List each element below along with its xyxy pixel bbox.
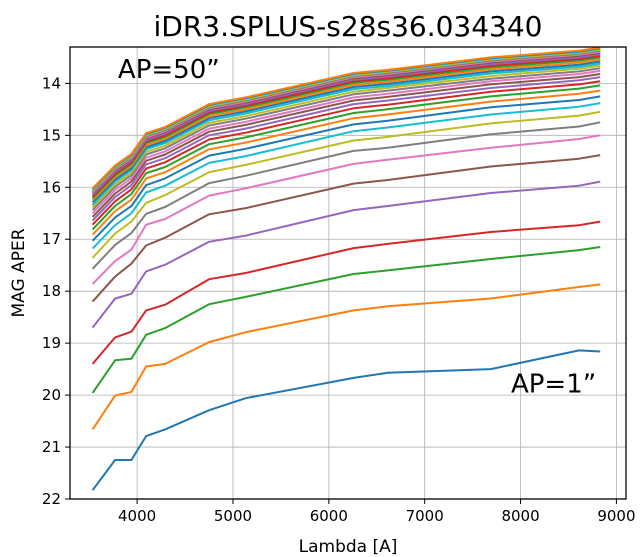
y-tick-label: 20 bbox=[42, 386, 61, 404]
x-tick-label: 6000 bbox=[310, 507, 348, 525]
plot-frame bbox=[69, 46, 627, 500]
series-line-22 bbox=[91, 58, 601, 202]
x-tick-label: 5000 bbox=[214, 507, 252, 525]
series-line-5 bbox=[91, 180, 601, 329]
series-line-32 bbox=[91, 46, 601, 190]
y-tick-label: 21 bbox=[42, 438, 61, 456]
grid bbox=[70, 47, 626, 500]
series-line-3 bbox=[91, 246, 601, 394]
x-tick-label: 9000 bbox=[597, 507, 635, 525]
y-tick-label: 19 bbox=[42, 334, 61, 352]
series-line-14 bbox=[91, 80, 601, 226]
series-line-24 bbox=[91, 54, 601, 198]
annotation-2: AP=1” bbox=[511, 369, 596, 399]
chart-title: iDR3.SPLUS-s28s36.034340 bbox=[154, 10, 543, 43]
series-line-16 bbox=[91, 73, 601, 218]
series-line-8 bbox=[91, 121, 601, 270]
series-line-6 bbox=[91, 154, 601, 303]
x-axis-label: Lambda [A] bbox=[299, 537, 398, 557]
x-tick-label: 4000 bbox=[118, 507, 156, 525]
y-tick-label: 18 bbox=[42, 282, 61, 300]
y-tick-label: 14 bbox=[42, 74, 61, 92]
y-axis-label: MAG APER bbox=[9, 228, 29, 317]
series-group bbox=[91, 46, 601, 491]
y-tick-label: 22 bbox=[42, 490, 61, 508]
series-line-13 bbox=[91, 84, 601, 231]
series-line-23 bbox=[91, 56, 601, 199]
x-axis: 4000 5000 6000 7000 8000 9000 bbox=[118, 499, 636, 525]
series-line-1 bbox=[91, 349, 601, 491]
series-line-15 bbox=[91, 76, 601, 222]
series-line-18 bbox=[91, 67, 601, 211]
x-tick-label: 8000 bbox=[501, 507, 539, 525]
y-tick-label: 17 bbox=[42, 230, 61, 248]
series-line-20 bbox=[91, 62, 601, 206]
annotations: AP=50” AP=1” bbox=[118, 55, 596, 399]
series-line-12 bbox=[91, 89, 601, 236]
series-line-7 bbox=[91, 134, 601, 285]
series-line-4 bbox=[91, 220, 601, 365]
series-line-11 bbox=[91, 95, 601, 242]
y-tick-label: 16 bbox=[42, 178, 61, 196]
y-axis: 14 15 16 17 18 19 20 21 22 bbox=[42, 74, 70, 508]
series-line-21 bbox=[91, 60, 601, 204]
series-line-2 bbox=[91, 283, 601, 430]
series-line-9 bbox=[91, 110, 601, 259]
series-line-19 bbox=[91, 64, 601, 209]
annotation-1: AP=50” bbox=[118, 55, 220, 85]
series-line-17 bbox=[91, 69, 601, 214]
x-tick-label: 7000 bbox=[406, 507, 444, 525]
series-line-25 bbox=[91, 53, 601, 196]
y-tick-label: 15 bbox=[42, 126, 61, 144]
series-line-10 bbox=[91, 102, 601, 250]
